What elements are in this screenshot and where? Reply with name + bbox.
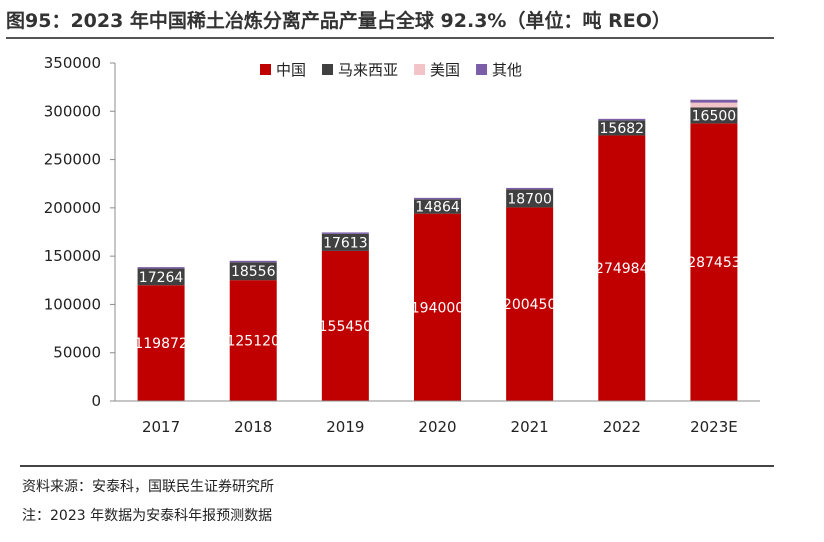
data-label-2018-马来西亚: 18556 [231,264,276,280]
y-tick-label: 200000 [44,199,101,217]
bar-segment-2017-马来西亚 [137,268,185,286]
y-tick-label: 50000 [53,344,101,362]
bar-segment-2022-马来西亚 [598,120,646,136]
data-label-2023E-马来西亚: 16500 [692,108,737,124]
bar-segment-2022-其他 [598,118,646,121]
x-tick-label: 2021 [511,418,549,436]
data-label-2019-中国: 155450 [319,319,372,335]
x-tick-label: 2018 [234,418,272,436]
legend-swatch-马来西亚 [322,64,334,75]
bar-segment-2023E-其他 [690,99,738,103]
bar-segment-2019-其他 [321,232,369,234]
data-label-2018-中国: 125120 [226,334,279,350]
y-tick-label: 250000 [44,151,101,169]
x-tick-label: 2019 [326,418,364,436]
bar-segment-2020-马来西亚 [414,199,461,214]
bar-segment-2021-中国 [506,207,554,401]
stacked-bar-chart: 0 50000 100000 150000 200000 250000 300000 3500… [44,54,760,436]
bar-segment-2020-中国 [414,213,461,401]
x-tick-label: 2023E [690,418,738,436]
y-tick-label: 300000 [44,102,101,120]
legend-label-其他: 其他 [492,61,522,79]
bar-segment-2018-其他 [229,260,277,263]
y-axis: 0 50000 100000 150000 200000 250000 300000 3500… [44,54,116,410]
x-axis: 2017 2018 2019 2020 2021 2022 2023E [115,400,760,436]
bar-segment-2023E-美国 [690,102,738,108]
data-label-2021-中国: 200450 [503,297,556,313]
legend-label-中国: 中国 [276,61,306,79]
chart-title: 图95：2023 年中国稀土冶炼分离产品产量占全球 92.3%（单位：吨 REO… [6,10,671,32]
x-tick-label: 2020 [418,418,456,436]
bar-segment-2023E-马来西亚 [690,107,738,124]
legend-swatch-美国 [414,64,426,75]
data-label-2019-马来西亚: 17613 [323,235,368,251]
legend-swatch-其他 [476,64,488,75]
source-note: 资料来源：安泰科，国联民生证券研究所 [22,479,274,495]
title-divider [6,37,774,39]
bar-segment-2021-其他 [506,187,554,190]
bars-group: 119872 17264 125120 18556 155450 17613 194000 1… [134,99,741,402]
bar-segment-2020-其他 [414,197,461,200]
footnote: 注：2023 年数据为安泰科年报预测数据 [22,508,273,524]
legend: 中国 马来西亚 美国 其他 [260,61,522,79]
bar-segment-2021-马来西亚 [506,189,554,208]
bar-segment-2017-其他 [137,267,185,269]
bar-segment-2019-中国 [321,250,369,401]
y-tick-label: 350000 [44,54,101,72]
legend-swatch-中国 [260,64,271,75]
data-label-2017-中国: 119872 [134,336,187,352]
data-label-2023E-中国: 287453 [687,255,740,271]
data-label-2022-马来西亚: 15682 [600,121,645,137]
data-label-2020-中国: 194000 [411,300,464,316]
legend-label-美国: 美国 [430,61,460,79]
data-label-2020-马来西亚: 14864 [415,199,460,215]
y-tick-label: 100000 [44,295,101,313]
bar-segment-2018-马来西亚 [229,262,277,281]
y-tick-label: 150000 [44,247,101,265]
data-label-2017-马来西亚: 17264 [139,270,184,286]
bar-segment-2023E-中国 [690,123,738,402]
x-tick-label: 2022 [603,418,641,436]
y-tick-label: 0 [91,392,101,410]
bar-segment-2022-中国 [598,135,646,401]
legend-label-马来西亚: 马来西亚 [338,61,398,79]
data-label-2022-中国: 274984 [595,261,649,277]
bar-segment-2018-中国 [229,280,277,401]
bar-segment-2019-马来西亚 [321,233,369,251]
x-tick-label: 2017 [142,418,180,436]
data-label-2021-马来西亚: 18700 [507,191,552,207]
footer-divider [20,465,774,467]
bar-segment-2017-中国 [137,285,185,401]
